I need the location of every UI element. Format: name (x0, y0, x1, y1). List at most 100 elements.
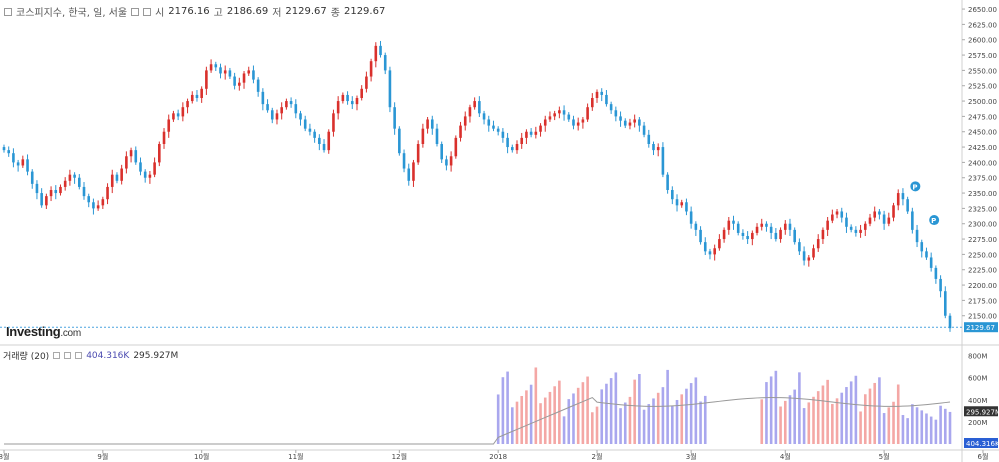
candle-body (746, 236, 749, 240)
candle-body (181, 107, 185, 117)
candle-body (911, 211, 914, 230)
volume-close-icon[interactable] (75, 352, 83, 359)
candle-body (623, 120, 627, 126)
candle-body (78, 177, 81, 187)
volume-bar (901, 415, 905, 444)
volume-bar (647, 404, 651, 444)
candle-body (760, 223, 764, 227)
low-label: 저 (272, 8, 282, 19)
collapse-icon[interactable] (4, 7, 12, 16)
volume-bar (920, 410, 924, 444)
candle-body (727, 220, 731, 230)
volume-bar (562, 416, 566, 444)
x-tick-label: 12월 (392, 452, 407, 461)
volume-bar (605, 383, 608, 444)
candle-body (783, 223, 787, 230)
candle-body (765, 223, 768, 227)
candle-body (492, 125, 495, 129)
candle-body (675, 199, 679, 206)
candle-body (186, 101, 189, 108)
candle-body (779, 229, 782, 240)
y-tick-label: 2425.00 (968, 144, 997, 152)
event-marker-icon (910, 181, 921, 192)
volume-bar (496, 394, 500, 444)
y-tick-label: 2350.00 (968, 190, 997, 198)
candle-body (398, 128, 401, 154)
candle-body (638, 119, 641, 126)
candle-body (656, 147, 660, 151)
volume-bar (854, 375, 858, 444)
candle-body (172, 113, 175, 120)
candle-body (703, 242, 707, 252)
candle-body (468, 107, 472, 117)
candle-body (219, 67, 222, 74)
volume-bar (576, 387, 580, 444)
candle-body (722, 229, 726, 240)
candle-body (525, 131, 528, 138)
volume-collapse-icon[interactable] (53, 352, 61, 359)
candle-body (553, 113, 556, 117)
candle-body (40, 193, 43, 206)
volume-bar (934, 419, 938, 444)
candle-body (463, 116, 467, 126)
candle-body (769, 226, 773, 233)
candle-body (633, 119, 636, 123)
volume-bar (887, 407, 891, 444)
candle-body (751, 232, 754, 240)
candle-body (473, 101, 476, 108)
candle-body (572, 119, 575, 126)
candle-body (774, 232, 778, 240)
volume-current-badge (964, 438, 998, 448)
candle-body (139, 162, 142, 172)
candle-body (440, 144, 444, 160)
candle-body (125, 156, 128, 169)
candle-body (294, 104, 298, 114)
volume-bar (675, 399, 679, 444)
candle-body (355, 98, 359, 105)
candle-body (859, 229, 862, 233)
y-tick-label: 2175.00 (968, 297, 997, 305)
y-tick-label: 2275.00 (968, 236, 997, 244)
settings-icon[interactable] (131, 7, 140, 16)
y-tick-label: 2650.00 (968, 6, 997, 14)
candle-body (826, 220, 829, 230)
candle-body (247, 70, 251, 74)
event-marker-label: P (912, 183, 917, 191)
candle-body (534, 131, 538, 135)
candle-body (755, 226, 759, 233)
candle-body (26, 159, 29, 172)
volume-ma-line (4, 396, 951, 445)
volume-bar (774, 370, 778, 444)
candle-body (548, 116, 552, 120)
last-price-label: 2129.67 (966, 324, 995, 332)
candle-body (68, 174, 72, 181)
candle-body (901, 193, 905, 200)
candle-body (35, 183, 39, 194)
candle-body (407, 168, 411, 181)
close-icon[interactable] (143, 7, 152, 16)
candle-body (591, 98, 594, 108)
close-value: 2129.67 (343, 6, 386, 17)
candle-body (628, 122, 632, 126)
candle-body (863, 223, 867, 230)
candle-body (732, 220, 735, 224)
candle-body (445, 159, 448, 166)
y-tick-label: 2200.00 (968, 282, 997, 290)
volume-bar (760, 399, 764, 444)
candle-body (87, 196, 91, 203)
volume-bar (798, 372, 801, 444)
volume-bar (515, 401, 519, 444)
volume-settings-icon[interactable] (64, 352, 72, 359)
candle-body (558, 110, 561, 114)
x-tick-label: 4월 (780, 452, 791, 461)
candle-body (807, 257, 811, 261)
candle-body (82, 186, 86, 197)
candle-body (581, 119, 585, 123)
open-value: 2176.16 (168, 6, 210, 17)
volume-bar (831, 403, 834, 444)
candle-body (153, 162, 156, 175)
y-tick-label: 2550.00 (968, 67, 997, 75)
y-tick-label: 2400.00 (968, 159, 997, 167)
candle-body (543, 119, 547, 126)
